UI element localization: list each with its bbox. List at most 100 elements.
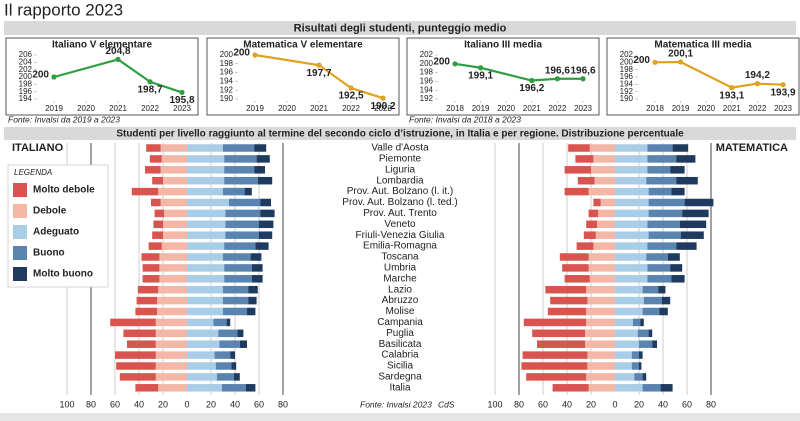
- point: [554, 76, 561, 82]
- bar-segment: [187, 384, 222, 392]
- region-label: Lazio: [388, 284, 412, 295]
- bar-segment: [259, 220, 274, 229]
- region-label: Lombardia: [376, 175, 424, 186]
- x-tick-label: 2022: [342, 104, 360, 113]
- bar-segment: [550, 296, 588, 305]
- panel-frame: [606, 37, 800, 116]
- bar-segment: [615, 264, 648, 272]
- data-label: 196,2: [519, 83, 544, 94]
- bar-segment: [119, 373, 156, 381]
- bar-segment: [586, 307, 615, 316]
- x-tick-label: 2019: [472, 104, 490, 113]
- bar-segment: [226, 318, 231, 327]
- bar-segment: [155, 329, 187, 338]
- bar-segment: [615, 231, 649, 239]
- bar-segment: [187, 318, 214, 327]
- bar-segment: [615, 373, 635, 381]
- bar-segment: [149, 155, 162, 163]
- bar-segment: [152, 231, 163, 239]
- region-label: Friuli-Venezia Giulia: [356, 230, 445, 241]
- bar-segment: [647, 264, 671, 272]
- bar-segment: [615, 275, 648, 283]
- data-label: 198,7: [137, 84, 162, 95]
- region-label: Campania: [377, 317, 423, 328]
- x-tick-label: 0: [612, 399, 617, 409]
- bar-segment: [123, 329, 156, 338]
- bar-segment: [658, 285, 666, 294]
- bar-segment: [224, 275, 252, 283]
- bar-segment: [676, 155, 696, 163]
- bar-segment: [647, 166, 671, 174]
- page-title: Il rapporto 2023: [4, 0, 123, 19]
- y-tick-label: 198: [420, 68, 434, 77]
- bar-segment: [142, 275, 160, 283]
- bar-segment: [587, 296, 615, 305]
- point: [652, 59, 658, 65]
- bar-segment: [155, 373, 187, 381]
- bar-segment: [521, 362, 588, 370]
- x-tick-label: 0: [184, 399, 189, 409]
- bar-segment: [245, 384, 256, 392]
- bar-segment: [187, 362, 216, 370]
- bar-segment: [547, 307, 587, 316]
- source: Fonte: Invalsi da 2018 a 2023: [409, 114, 521, 124]
- x-tick-label: 100: [59, 399, 74, 409]
- data-label: 193,9: [770, 87, 795, 98]
- y-tick-label: 194: [620, 79, 634, 88]
- y-tick-label: 194: [19, 94, 33, 103]
- bar-segment: [646, 176, 677, 185]
- bar-segment: [585, 340, 615, 348]
- bar-segment: [672, 144, 689, 152]
- bar-segment: [155, 340, 187, 348]
- bar-segment: [161, 242, 187, 250]
- y-tick-label: 190: [620, 94, 634, 103]
- bar-segment: [163, 220, 187, 229]
- panel-frame: [406, 37, 600, 116]
- y-tick-label: 194: [420, 85, 434, 94]
- x-tick-label: 2023: [374, 104, 392, 113]
- bar-segment: [631, 351, 639, 359]
- region-label: Sicilia: [387, 361, 414, 372]
- bar-segment: [148, 242, 162, 250]
- region-label: Emilia-Romagna: [363, 241, 437, 252]
- point: [51, 74, 57, 80]
- data-label: 194,2: [745, 70, 770, 81]
- y-tick-label: 204: [19, 57, 33, 66]
- region-label: Valle d'Aosta: [371, 143, 429, 154]
- bar-segment: [661, 296, 671, 305]
- bar-segment: [589, 144, 615, 152]
- bar-segment: [615, 285, 643, 294]
- bar-segment: [615, 176, 647, 185]
- point: [380, 95, 386, 101]
- bar-segment: [110, 318, 156, 327]
- line: [53, 58, 183, 94]
- bar-segment: [154, 209, 165, 218]
- bar-segment: [684, 198, 714, 207]
- x-tick-label: 2023: [774, 104, 792, 113]
- region-label: Puglia: [386, 328, 414, 339]
- x-tick-label: 2020: [497, 104, 515, 113]
- x-tick-label: 2021: [723, 104, 741, 113]
- data-label: 195,8: [169, 95, 194, 106]
- bar-segment: [163, 231, 187, 239]
- bar-segment: [244, 187, 252, 196]
- bar-segment: [214, 351, 231, 359]
- x-tick-label: 2019: [246, 104, 264, 113]
- bar-segment: [643, 296, 662, 305]
- bar-segment: [597, 220, 615, 229]
- bar-segment: [562, 264, 589, 272]
- bar-segment: [187, 231, 226, 239]
- bar-segment: [155, 362, 187, 370]
- bar-segment: [187, 198, 229, 207]
- legend-label: Molto debole: [33, 185, 95, 196]
- bar-segment: [532, 329, 585, 338]
- bar-segment: [260, 198, 271, 207]
- x-tick-label: 2019: [672, 104, 690, 113]
- bar-segment: [250, 253, 262, 261]
- x-tick-label: 2021: [523, 104, 541, 113]
- bar-segment: [679, 220, 707, 229]
- bar-segment: [642, 384, 661, 392]
- bar-segment: [671, 187, 685, 196]
- y-tick-label: 198: [19, 79, 33, 88]
- section-band: [4, 21, 796, 35]
